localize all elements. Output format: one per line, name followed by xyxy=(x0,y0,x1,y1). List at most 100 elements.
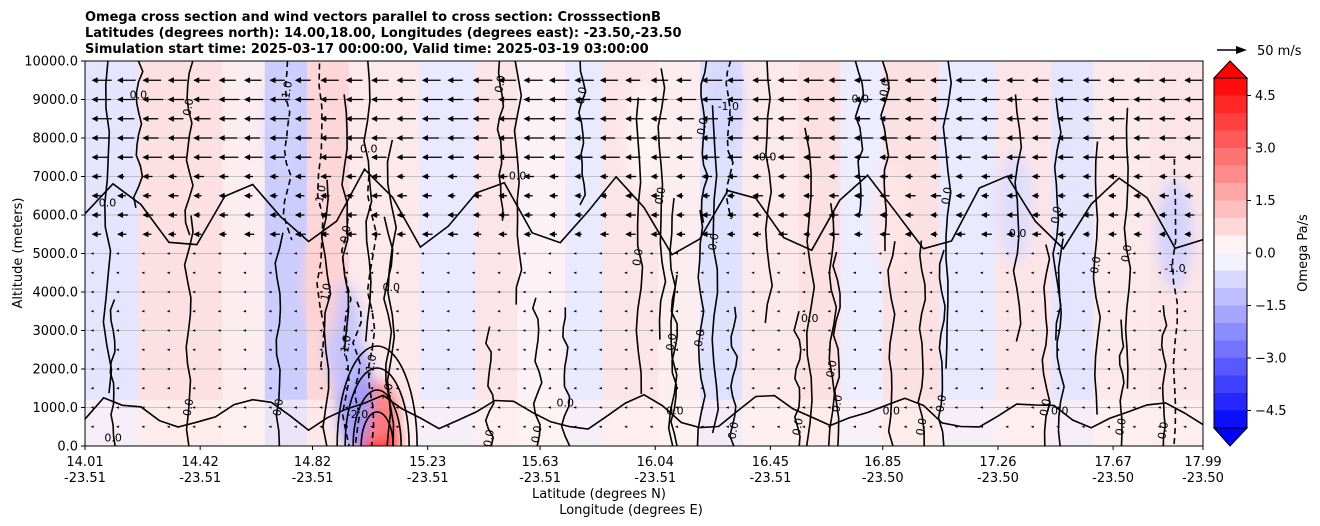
wind-vector-head-icon xyxy=(726,231,733,238)
wind-vector-head-icon xyxy=(1057,192,1064,199)
wind-vector-icon xyxy=(700,252,704,255)
omega-feature xyxy=(996,152,1033,263)
wind-vector-head-icon xyxy=(371,77,378,84)
wind-vector-head-icon xyxy=(1031,135,1038,141)
contour-label: 0.0 xyxy=(1088,255,1104,274)
wind-vector-icon xyxy=(243,367,247,371)
contour-label: 0.0 xyxy=(382,281,400,294)
wind-vector-head-icon xyxy=(879,135,886,141)
wind-vector-icon xyxy=(547,329,551,332)
colorbar-level xyxy=(1214,78,1247,96)
x-tick-label-latitude: 16.45 xyxy=(752,455,789,470)
wind-vector-icon xyxy=(192,348,196,351)
wind-vector-head-icon xyxy=(244,77,251,84)
chart-title-line-3: Simulation start time: 2025-03-17 00:00:… xyxy=(85,42,649,57)
wind-vector-icon xyxy=(1183,367,1187,371)
wind-vector-icon xyxy=(141,406,145,409)
wind-vector-icon xyxy=(1157,252,1161,255)
wind-vector-head-icon xyxy=(625,231,632,238)
wind-vector-icon xyxy=(141,290,145,294)
wind-vector-icon xyxy=(852,387,856,390)
wind-vector-head-icon xyxy=(1158,135,1165,141)
colorbar-tick-label: −4.5 xyxy=(1255,404,1287,419)
wind-vector-icon xyxy=(547,290,551,294)
wind-vector-head-icon xyxy=(1057,96,1064,103)
contour-line xyxy=(917,240,927,446)
x-tick-label-longitude: -23.50 xyxy=(1182,471,1224,486)
wind-vector-icon xyxy=(243,290,247,294)
x-tick-label-longitude: -23.51 xyxy=(634,471,676,486)
wind-vector-head-icon xyxy=(777,192,784,199)
wind-vector-icon xyxy=(344,406,348,409)
wind-vector-head-icon xyxy=(1082,77,1089,84)
wind-vector-icon xyxy=(827,271,831,274)
wind-vector-icon xyxy=(1106,348,1110,351)
wind-vector-icon xyxy=(420,425,424,428)
wind-vector-head-icon xyxy=(345,192,352,199)
wind-vector-icon xyxy=(547,367,551,371)
contour-label-group: 0.0 xyxy=(829,394,845,413)
wind-vector-icon xyxy=(141,310,145,313)
wind-vector-head-icon xyxy=(574,173,581,180)
contour-label: 0.0 xyxy=(759,150,777,163)
wind-vector-icon xyxy=(1157,425,1161,428)
wind-vector-head-icon xyxy=(879,173,886,180)
wind-vector-head-icon xyxy=(421,77,428,84)
wind-vector-head-icon xyxy=(879,77,886,84)
wind-vector-icon xyxy=(1005,425,1009,428)
wind-vector-icon xyxy=(598,271,602,274)
x-tick-label-longitude: -23.51 xyxy=(179,471,221,486)
wind-vector-icon xyxy=(725,252,729,255)
wind-vector-head-icon xyxy=(625,135,632,141)
wind-vector-icon xyxy=(903,348,907,351)
wind-vector-icon xyxy=(675,425,679,428)
wind-vector-head-icon xyxy=(930,154,937,161)
wind-vector-icon xyxy=(192,329,196,332)
wind-vector-head-icon xyxy=(548,96,555,103)
wind-vector-head-icon xyxy=(269,212,276,218)
wind-vector-icon xyxy=(878,387,882,390)
wind-vector-head-icon xyxy=(599,96,606,103)
wind-vector-icon xyxy=(268,271,272,274)
wind-vector-head-icon xyxy=(396,192,403,199)
wind-vector-head-icon xyxy=(828,192,835,199)
wind-vector-head-icon xyxy=(904,231,911,238)
wind-vector-head-icon xyxy=(930,173,937,180)
wind-vector-icon xyxy=(420,290,424,294)
wind-vector-icon xyxy=(293,271,297,274)
wind-vector-head-icon xyxy=(1031,173,1038,180)
wind-vector-icon xyxy=(395,271,399,274)
y-tick-label: 6000.0 xyxy=(33,209,79,224)
wind-vector-head-icon xyxy=(269,77,276,84)
wind-vector-head-icon xyxy=(167,135,174,141)
wind-vector-icon xyxy=(852,329,856,332)
contour-label: 0.0 xyxy=(492,74,508,93)
wind-vector-head-icon xyxy=(269,231,276,238)
contour-line xyxy=(1012,94,1023,342)
contour-label: 0.0 xyxy=(270,398,286,417)
wind-vector-head-icon xyxy=(117,212,124,218)
wind-vector-icon xyxy=(649,367,653,371)
wind-vector-icon xyxy=(776,425,780,428)
contour-line xyxy=(496,61,505,221)
wind-vector-head-icon xyxy=(701,135,708,141)
wind-vector-icon xyxy=(979,387,983,390)
wind-vector-icon xyxy=(1056,348,1060,351)
wind-vector-head-icon xyxy=(498,77,505,84)
wind-vector-icon xyxy=(217,271,221,274)
wind-vector-head-icon xyxy=(625,212,632,218)
y-tick-label: 0.0 xyxy=(57,440,78,455)
colorbar-level xyxy=(1214,200,1247,218)
wind-vector-head-icon xyxy=(1107,115,1114,122)
wind-vector-icon xyxy=(497,290,501,294)
wind-vector-icon xyxy=(751,406,755,409)
wind-vector-icon xyxy=(751,348,755,351)
wind-vector-head-icon xyxy=(853,192,860,199)
contour-label-group: 0.0 xyxy=(852,93,870,106)
wind-vector-icon xyxy=(929,425,933,428)
contour-label-group: 1.0 xyxy=(318,282,334,301)
wind-vector-icon xyxy=(395,329,399,332)
wind-vector-head-icon xyxy=(726,192,733,199)
wind-vector-head-icon xyxy=(244,135,251,141)
wind-vector-head-icon xyxy=(269,135,276,141)
